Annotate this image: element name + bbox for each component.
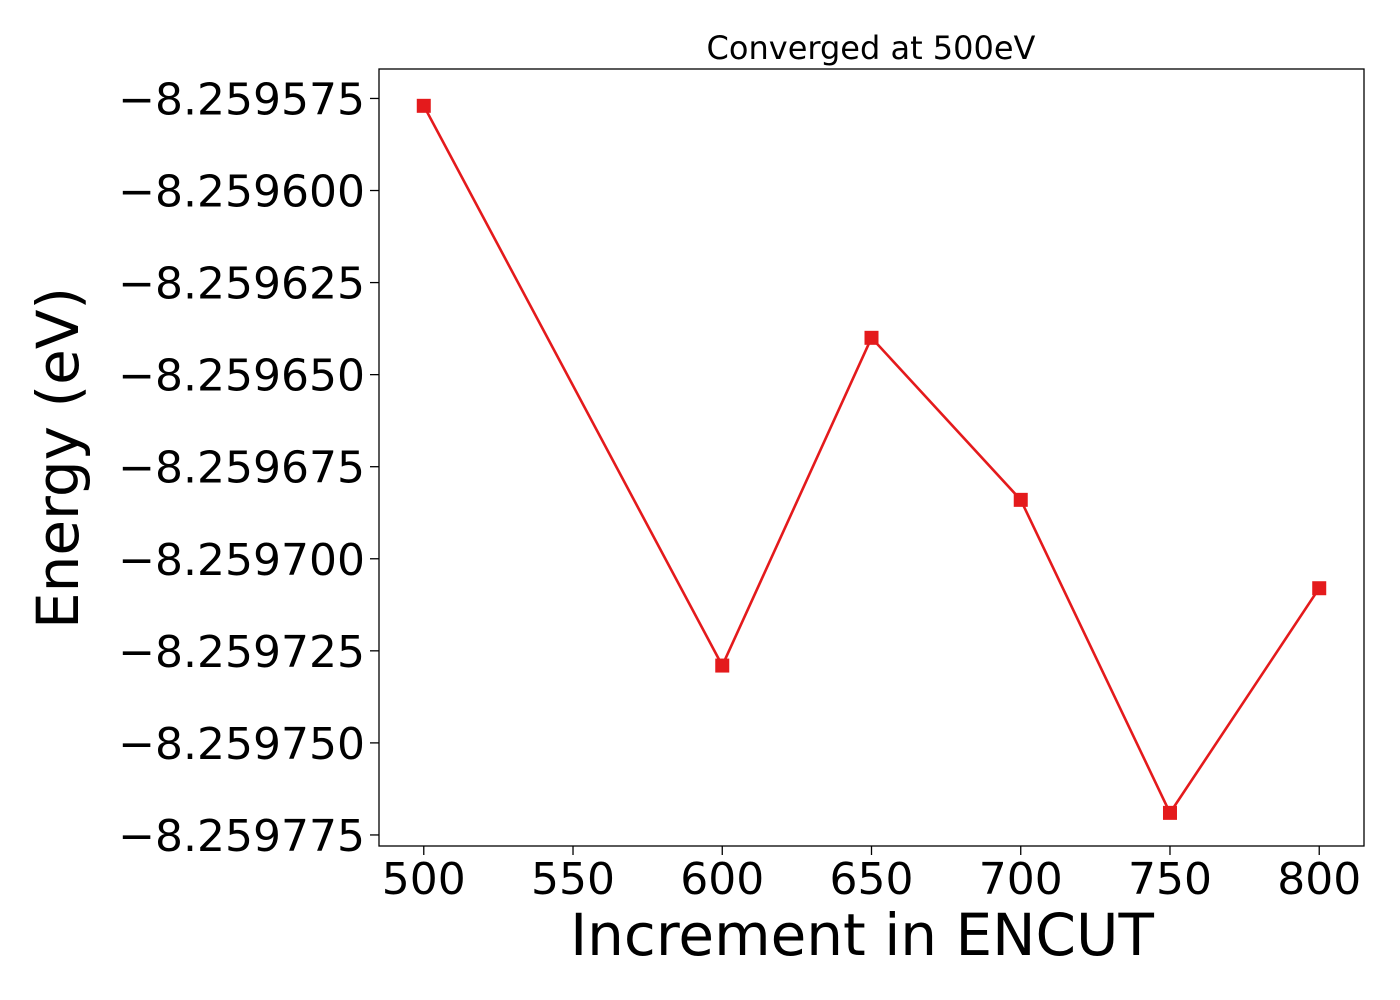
plot-area-frame	[378, 68, 1365, 847]
y-axis-label: Energy (eV)	[24, 287, 92, 629]
x-tick-label: 500	[382, 854, 466, 905]
data-point-marker	[416, 98, 431, 113]
x-tick-label: 650	[830, 854, 914, 905]
y-axis-ticks: −8.259575 −8.259600 −8.259625 −8.259650 −8.2…	[118, 74, 379, 862]
y-tick-label: −8.259625	[118, 259, 365, 310]
x-tick-label: 600	[680, 854, 764, 905]
y-tick-label: −8.259600	[118, 167, 365, 218]
data-point-marker	[864, 330, 879, 345]
y-tick-label: −8.259675	[118, 443, 365, 494]
chart-title: Converged at 500eV	[707, 29, 1036, 67]
x-tick-label: 800	[1277, 854, 1361, 905]
data-point-marker	[1312, 581, 1327, 596]
data-point-marker	[1013, 492, 1028, 507]
y-tick-label: −8.259750	[118, 719, 365, 770]
data-point-marker	[1162, 805, 1177, 820]
x-axis-ticks: 500 550 600 650 700 750 800	[382, 846, 1361, 905]
x-tick-label: 700	[979, 854, 1063, 905]
data-point-marker	[715, 658, 730, 673]
x-tick-label: 750	[1128, 854, 1212, 905]
y-tick-label: −8.259575	[118, 74, 365, 125]
y-tick-label: −8.259775	[118, 811, 365, 862]
x-tick-label: 550	[531, 854, 615, 905]
x-axis-label: Increment in ENCUT	[570, 901, 1154, 969]
y-tick-label: −8.259725	[118, 627, 365, 678]
plot-series	[416, 98, 1327, 820]
series-line	[422, 105, 1321, 815]
y-tick-label: −8.259700	[118, 535, 365, 586]
y-tick-label: −8.259650	[118, 351, 365, 402]
